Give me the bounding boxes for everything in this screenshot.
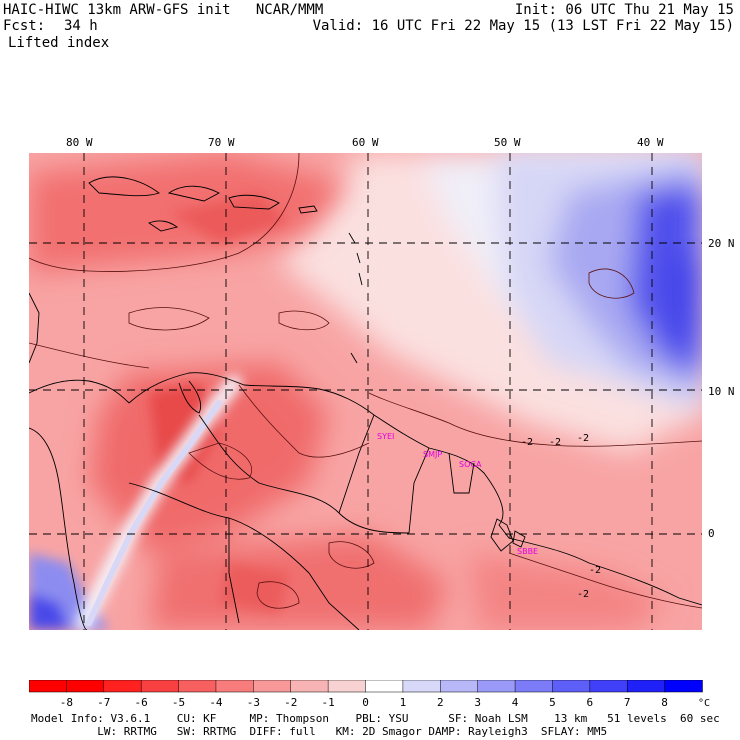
colorbar-tick-label: -2 [284, 696, 297, 708]
colorbar-unit: °C [698, 698, 710, 708]
colorbar-swatch [178, 679, 217, 693]
lat-label-10n: 10 N [708, 385, 735, 398]
station-soca: SOCA [459, 460, 482, 469]
contour-label: -2 [589, 565, 601, 576]
colorbar-tick-label: 4 [512, 696, 519, 708]
station-smjp: SMJP [423, 450, 442, 459]
colorbar-swatch [28, 679, 68, 693]
colorbar-swatch [327, 679, 367, 693]
model-info-line2: LW: RRTMG SW: RRTMG DIFF: full KM: 2D Sm… [31, 725, 608, 738]
colorbar-tick-label: 0 [362, 696, 369, 708]
colorbar-swatch [140, 679, 180, 693]
station-syei: SYEI [377, 432, 394, 441]
init-time: Init: 06 UTC Thu 21 May 15 [514, 2, 734, 18]
colorbar-tick-label: 5 [549, 696, 556, 708]
colorbar-swatch [365, 679, 404, 693]
map-canvas: -2 -2 -2 -2 -2 SYEI SMJP SOCA SBBE [29, 153, 702, 630]
colorbar-tick-label: 1 [400, 696, 407, 708]
colorbar-swatch [103, 679, 142, 693]
colorbar-tick-label: 8 [661, 696, 668, 708]
lon-label-80w: 80 W [66, 136, 93, 149]
forecast-hour: 34 h [64, 18, 98, 34]
colorbar-svg: -8 -7 -6 -5 -4 -3 -2 -1 0 1 2 3 4 5 6 7 8 °C [28, 679, 710, 709]
colorbar-swatch [626, 679, 666, 693]
colorbar-tick-label: -6 [135, 696, 148, 708]
colorbar-tick-label: -8 [60, 696, 73, 708]
lat-label-equator: 0 [708, 527, 715, 540]
colorbar-swatch [664, 679, 703, 693]
colorbar-swatch [514, 679, 554, 693]
colorbar-tick-label: 7 [624, 696, 631, 708]
colorbar-tick-label: 3 [474, 696, 481, 708]
contour-label: -2 [521, 437, 533, 448]
field-name: Lifted index [8, 35, 110, 51]
contour-label: -2 [577, 589, 589, 600]
model-title: HAIC-HIWC 13km ARW-GFS init NCAR/MMM [3, 2, 324, 18]
colorbar-tick-label: 2 [437, 696, 444, 708]
colorbar-swatch [589, 679, 628, 693]
contour-lines [29, 153, 702, 609]
colorbar-tick-label: -3 [247, 696, 260, 708]
colorbar-swatch [290, 679, 329, 693]
stable-air-blue [499, 153, 702, 413]
colorbar-tick-label: -4 [209, 696, 223, 708]
valid-time: Valid: 16 UTC Fri 22 May 15 (13 LST Fri … [312, 18, 734, 34]
colorbar-swatch [552, 679, 591, 693]
colorbar-swatch [66, 679, 105, 693]
colorbar-swatch [440, 679, 479, 693]
lon-label-60w: 60 W [352, 136, 379, 149]
lat-lon-grid [29, 153, 702, 630]
lon-label-70w: 70 W [208, 136, 235, 149]
lon-label-40w: 40 W [637, 136, 664, 149]
colorbar-tick-label: -5 [172, 696, 185, 708]
colorbar-tick-label: -7 [97, 696, 110, 708]
colorbar-tick-label: -1 [321, 696, 334, 708]
colorbar: -8 -7 -6 -5 -4 -3 -2 -1 0 1 2 3 4 5 6 7 8 °C [28, 679, 739, 712]
colorbar-swatch [477, 679, 516, 693]
contour-label: -2 [577, 433, 589, 444]
lifted-index-map: -2 -2 -2 -2 -2 SYEI SMJP SOCA SBBE [29, 153, 702, 630]
forecast-label: Fcst: [3, 18, 46, 34]
contour-label: -2 [549, 437, 561, 448]
colorbar-swatch [215, 679, 255, 693]
station-sbbe: SBBE [517, 547, 538, 556]
colorbar-tick-label: 6 [587, 696, 594, 708]
lon-label-50w: 50 W [494, 136, 521, 149]
colorbar-swatch [253, 679, 292, 693]
lat-label-20n: 20 N [708, 237, 735, 250]
colorbar-swatch [402, 679, 442, 693]
model-info-line1: Model Info: V3.6.1 CU: KF MP: Thompson P… [31, 712, 720, 725]
